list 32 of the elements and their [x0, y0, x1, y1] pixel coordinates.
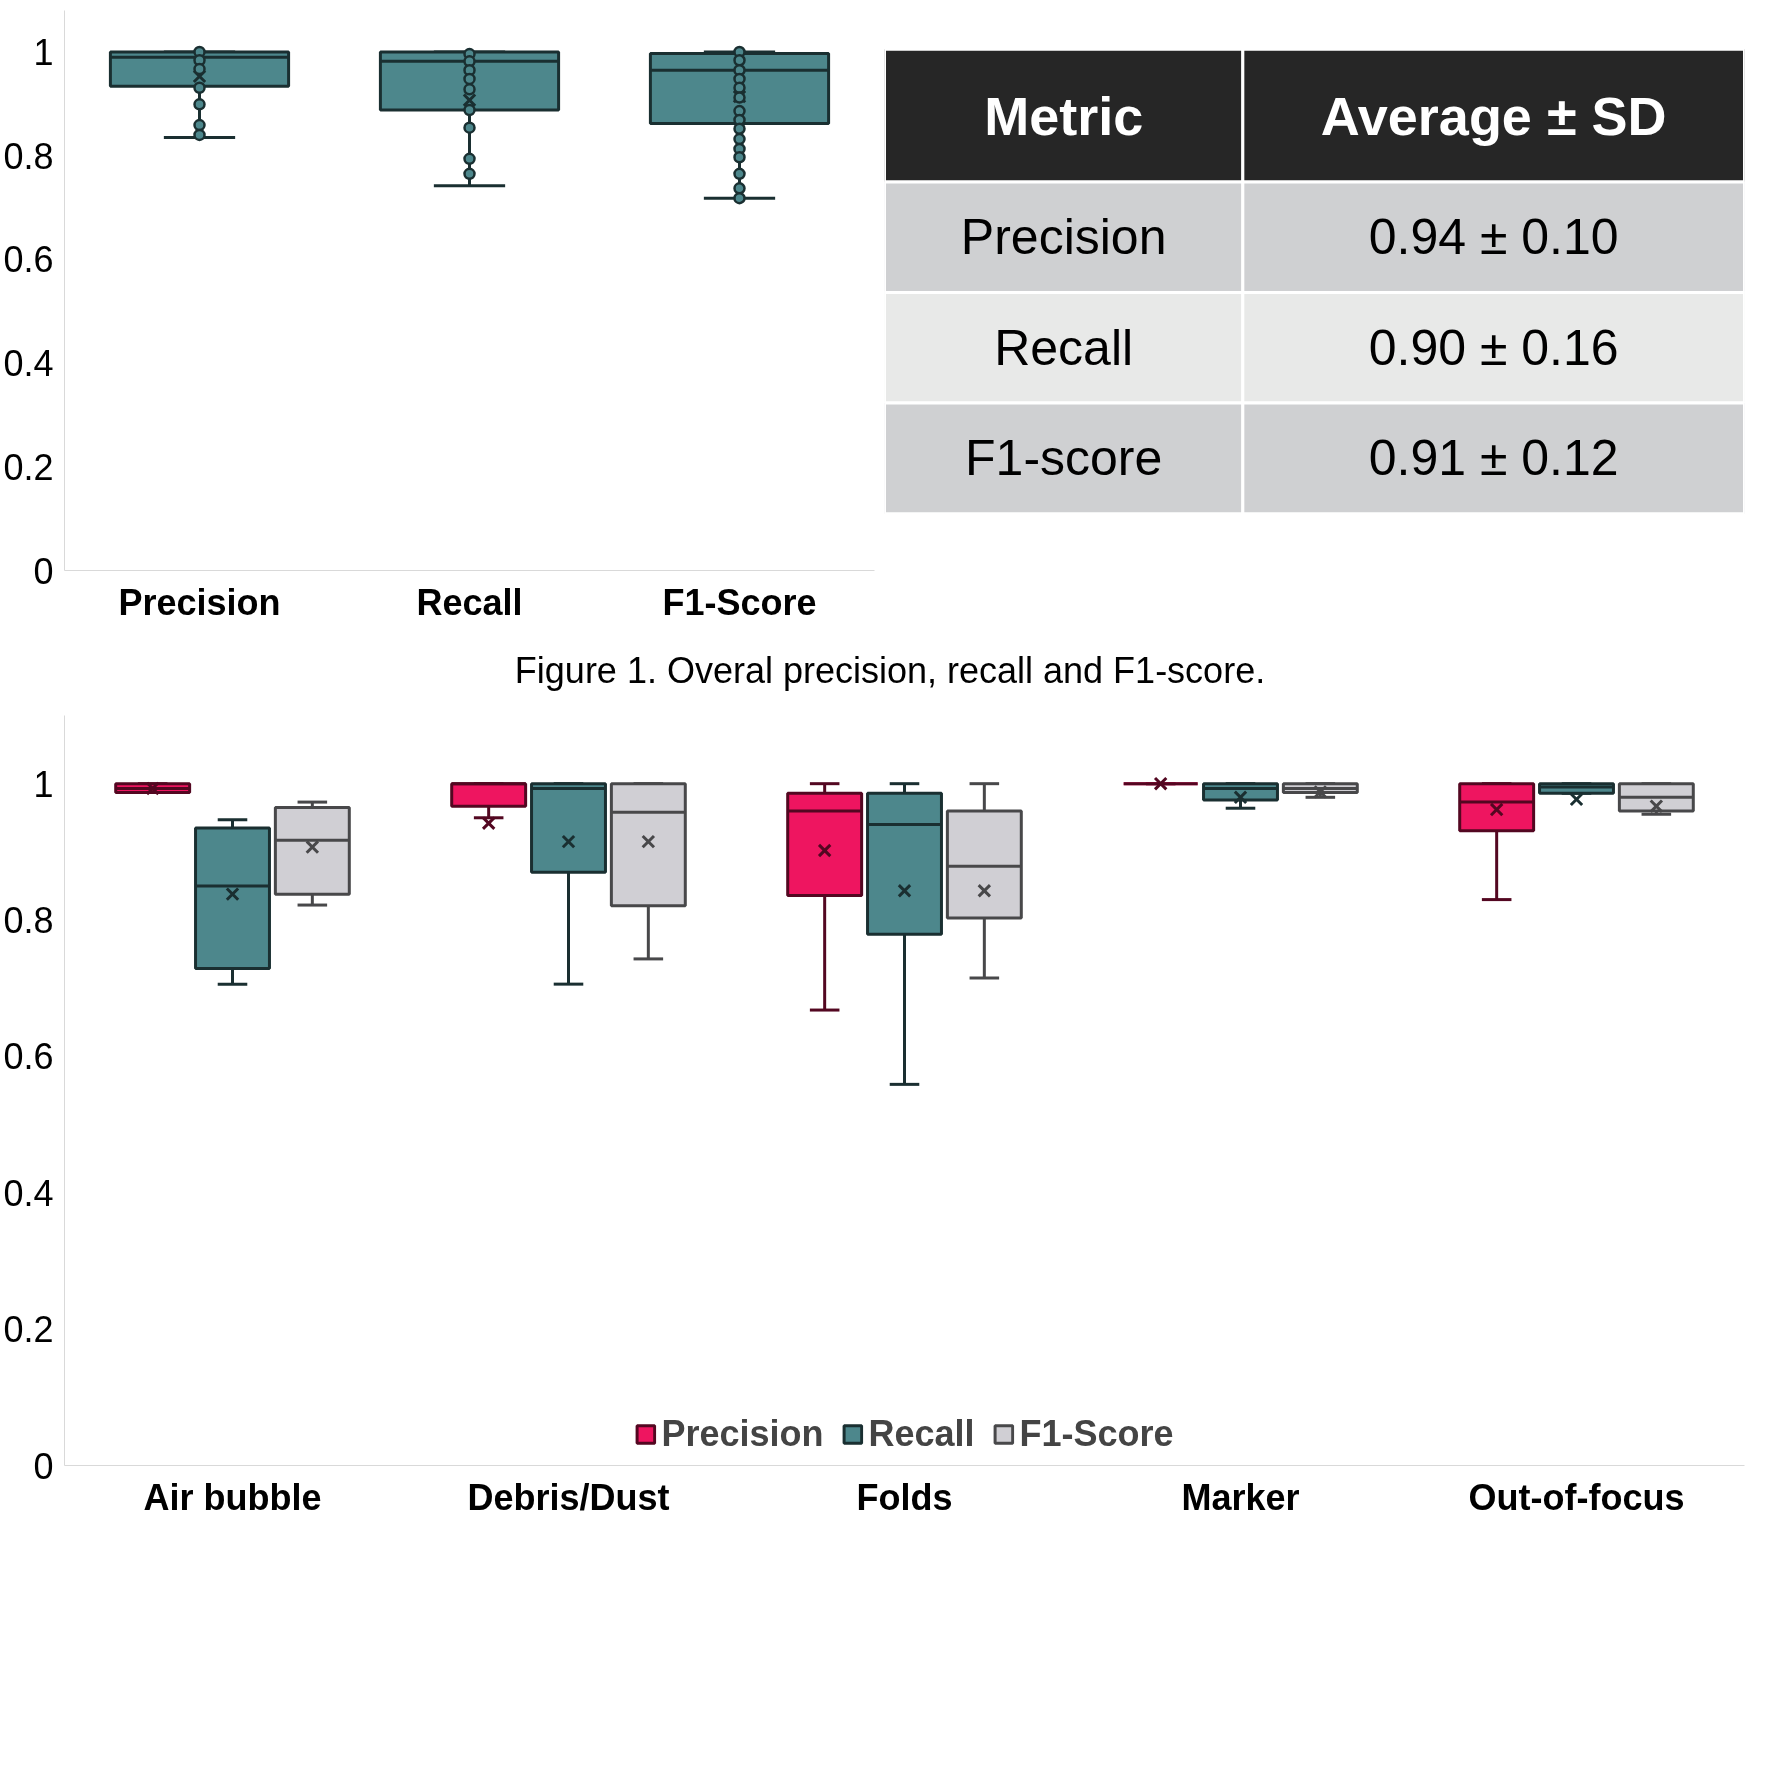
x-tick-label: Recall [416, 581, 523, 623]
text: Metric [984, 85, 1144, 146]
y-tick-label: 0.8 [3, 135, 54, 177]
x-tick-label: Folds [856, 1476, 953, 1518]
y-tick-label: 0.2 [3, 446, 54, 488]
y-tick-label: 0 [33, 550, 54, 592]
x-tick-label: Air bubble [143, 1476, 322, 1518]
y-tick-label: 1 [33, 31, 54, 73]
y-tick-label: 0 [33, 1445, 54, 1487]
x-tick-label: Out-of-focus [1468, 1476, 1685, 1518]
text: 0.90 ± 0.16 [1368, 319, 1619, 376]
caption: Figure 1. Overal precision, recall and F1-score. [514, 649, 1266, 693]
text: Precision [960, 209, 1167, 266]
text: Average ± SD [1320, 85, 1667, 146]
legend-label: F1-Score [1019, 1413, 1174, 1455]
text: 0.94 ± 0.10 [1368, 209, 1619, 266]
y-tick-label: 0.4 [3, 1172, 54, 1214]
legend-label: Recall [868, 1413, 975, 1455]
y-tick-label: 0.6 [3, 239, 54, 281]
x-tick-label: F1-Score [662, 581, 817, 623]
y-tick-label: 0.8 [3, 900, 54, 942]
x-tick-label: Marker [1181, 1476, 1300, 1518]
text: Recall [994, 319, 1134, 376]
y-tick-label: 1 [33, 763, 54, 805]
y-tick-label: 0.4 [3, 343, 54, 385]
x-tick-label: Precision [118, 581, 281, 623]
y-tick-label: 0.6 [3, 1036, 54, 1078]
y-tick-label: 0.2 [3, 1309, 54, 1351]
x-tick-label: Debris/Dust [467, 1476, 670, 1518]
text: F1-score [965, 430, 1163, 487]
legend-label: Precision [661, 1413, 824, 1455]
text: 0.91 ± 0.12 [1368, 430, 1619, 487]
